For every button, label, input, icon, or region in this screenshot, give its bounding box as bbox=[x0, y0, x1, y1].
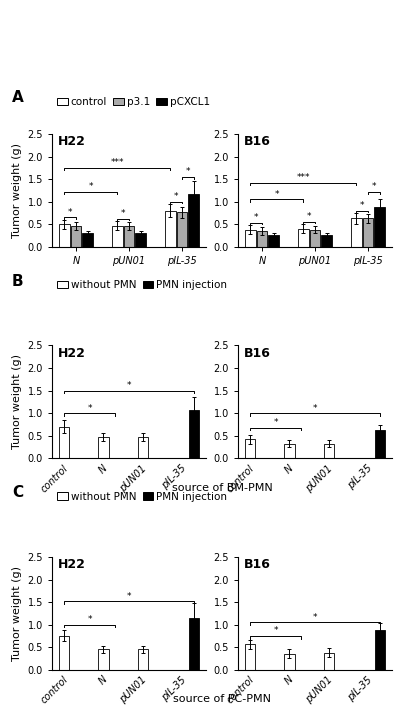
Text: *: * bbox=[127, 591, 131, 601]
Bar bbox=[177, 212, 187, 247]
Text: *: * bbox=[88, 183, 93, 191]
Y-axis label: Tumor weight (g): Tumor weight (g) bbox=[12, 566, 22, 661]
Text: *: * bbox=[254, 214, 258, 222]
Bar bbox=[165, 211, 176, 247]
Text: *: * bbox=[88, 615, 92, 624]
Text: *: * bbox=[307, 212, 312, 221]
Bar bbox=[82, 233, 93, 247]
Bar bbox=[188, 193, 199, 247]
Text: *: * bbox=[274, 418, 278, 427]
Text: C: C bbox=[12, 485, 23, 500]
Text: *: * bbox=[360, 201, 364, 210]
Bar bbox=[98, 649, 109, 670]
Bar bbox=[375, 630, 385, 670]
Bar bbox=[138, 437, 148, 458]
Bar bbox=[322, 235, 332, 247]
Bar bbox=[59, 636, 69, 670]
Bar bbox=[98, 437, 109, 458]
Bar bbox=[257, 231, 267, 247]
Text: source of PC-PMN: source of PC-PMN bbox=[173, 694, 271, 704]
Bar bbox=[136, 233, 146, 247]
Bar bbox=[245, 439, 255, 458]
Text: ***: *** bbox=[296, 173, 310, 182]
Text: *: * bbox=[274, 190, 279, 199]
Bar bbox=[324, 444, 334, 458]
Bar bbox=[245, 230, 256, 247]
Bar bbox=[189, 410, 199, 458]
Text: *: * bbox=[372, 183, 376, 191]
Bar bbox=[284, 444, 295, 458]
Bar bbox=[310, 230, 320, 247]
Text: *: * bbox=[186, 167, 190, 176]
Text: B16: B16 bbox=[244, 558, 271, 571]
Bar bbox=[59, 427, 69, 458]
Text: *: * bbox=[127, 381, 131, 390]
Text: H22: H22 bbox=[58, 347, 86, 360]
Text: A: A bbox=[12, 90, 24, 105]
Bar bbox=[245, 644, 255, 670]
Y-axis label: Tumor weight (g): Tumor weight (g) bbox=[12, 355, 22, 449]
Bar bbox=[138, 649, 148, 670]
Text: *: * bbox=[88, 404, 92, 412]
Text: *: * bbox=[121, 209, 126, 219]
Text: source of BM-PMN: source of BM-PMN bbox=[172, 483, 272, 493]
Bar bbox=[112, 226, 122, 247]
Bar bbox=[363, 219, 373, 247]
Text: B: B bbox=[12, 274, 24, 288]
Text: *: * bbox=[274, 627, 278, 635]
Text: *: * bbox=[68, 208, 72, 217]
Bar bbox=[59, 224, 70, 247]
Text: H22: H22 bbox=[58, 135, 86, 148]
Bar bbox=[284, 654, 295, 670]
Text: *: * bbox=[174, 192, 178, 201]
Bar bbox=[71, 226, 81, 247]
Bar bbox=[298, 228, 308, 247]
Text: B16: B16 bbox=[244, 135, 271, 148]
Bar bbox=[268, 235, 279, 247]
Legend: control, p3.1, pCXCL1: control, p3.1, pCXCL1 bbox=[57, 97, 210, 107]
Text: *: * bbox=[313, 404, 317, 412]
Y-axis label: Tumor weight (g): Tumor weight (g) bbox=[12, 143, 22, 238]
Text: ***: *** bbox=[110, 159, 124, 167]
Text: B16: B16 bbox=[244, 347, 271, 360]
Bar bbox=[375, 430, 385, 458]
Text: H22: H22 bbox=[58, 558, 86, 571]
Bar bbox=[124, 226, 134, 247]
Bar bbox=[374, 207, 385, 247]
Bar bbox=[324, 653, 334, 670]
Legend: without PMN, PMN injection: without PMN, PMN injection bbox=[57, 280, 227, 290]
Text: *: * bbox=[313, 613, 317, 622]
Bar bbox=[189, 618, 199, 670]
Bar bbox=[351, 219, 362, 247]
Legend: without PMN, PMN injection: without PMN, PMN injection bbox=[57, 491, 227, 502]
